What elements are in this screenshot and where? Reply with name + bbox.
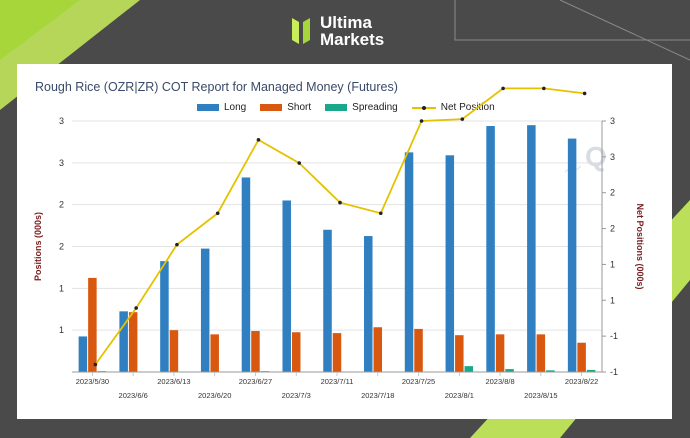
- y2-tick-label: 3: [610, 116, 615, 126]
- net-position-point: [460, 117, 465, 121]
- bar-short: [332, 333, 342, 372]
- legend-item-spreading: Spreading: [325, 102, 398, 113]
- bar-spreading: [546, 370, 555, 372]
- bar-short: [495, 334, 505, 372]
- net-position-point: [542, 86, 546, 91]
- x-tick-label: 2023/7/11: [321, 377, 354, 386]
- brand-logo: Ultima Markets: [290, 14, 384, 48]
- bar-short: [414, 328, 423, 372]
- bar-long: [527, 125, 536, 372]
- bar-short: [577, 342, 586, 372]
- net-position-line-layer: [93, 86, 587, 367]
- y2-tick-label: 3: [610, 152, 615, 162]
- y-tick-label: 2: [59, 200, 64, 210]
- net-position-point: [297, 161, 302, 165]
- bar-short: [455, 335, 464, 372]
- chart-plot: Q 1 1 2 2 3 3 -1 -1 1 1 2 2 3 3 2023/5/30 2023/6/6 2023/…: [33, 86, 645, 400]
- bar-long: [323, 229, 332, 372]
- bar-spreading: [586, 369, 596, 372]
- net-position-point: [256, 138, 261, 142]
- x-tick-label: 2023/6/13: [157, 377, 190, 386]
- y-tick-label: 2: [59, 242, 64, 252]
- net-position-point: [215, 211, 220, 216]
- bar-spreading: [464, 366, 474, 372]
- x-tick-label: 2023/8/8: [485, 377, 514, 386]
- net-position-point: [378, 211, 383, 216]
- y2-tick-label: 1: [610, 259, 615, 269]
- x-tick-label: 2023/8/15: [524, 391, 557, 400]
- net-position-point: [582, 91, 587, 96]
- y2-tick-label: -1: [610, 331, 618, 341]
- net-position-line: [94, 87, 585, 365]
- svg-text:Q: Q: [585, 141, 607, 172]
- axis-layer: [72, 120, 606, 376]
- x-tick-label: 2023/5/30: [76, 377, 109, 386]
- net-position-point: [175, 242, 179, 247]
- y-tick-label: 3: [59, 116, 64, 126]
- bar-long: [241, 177, 251, 372]
- bar-short: [536, 334, 546, 372]
- bar-spreading: [505, 369, 514, 372]
- legend-label-short: Short: [287, 102, 312, 113]
- x-tick-label: 2023/6/20: [198, 391, 231, 400]
- bar-long: [445, 155, 455, 372]
- legend-item-net-position: Net Position: [411, 102, 495, 113]
- y2-tick-label: 1: [610, 295, 615, 305]
- axis-labels-layer: 1 1 2 2 3 3 -1 -1 1 1 2 2 3 3 2023/5/30 2023/6/6 2023/6/…: [33, 116, 645, 400]
- x-tick-label: 2023/8/22: [565, 377, 598, 386]
- chart-card: Rough Rice (OZR|ZR) COT Report for Manag…: [17, 64, 672, 419]
- bar-short: [251, 331, 260, 372]
- chart-legend: Long Short Spreading Net Position: [197, 102, 509, 113]
- net-position-point: [134, 306, 138, 310]
- bar-long: [119, 311, 128, 372]
- bar-short: [169, 330, 179, 372]
- y-axis-title: Positions (000s): [33, 212, 43, 281]
- bar-long: [78, 336, 88, 372]
- legend-label-spreading: Spreading: [352, 102, 398, 113]
- net-position-point: [338, 200, 342, 205]
- bar-long: [200, 248, 210, 372]
- legend-item-short: Short: [260, 102, 311, 113]
- legend-swatch-net-position: [411, 104, 436, 112]
- bar-long: [282, 200, 291, 372]
- net-position-point: [419, 119, 424, 123]
- chart-title: Rough Rice (OZR|ZR) COT Report for Manag…: [35, 80, 398, 94]
- x-tick-label: 2023/7/18: [361, 391, 394, 400]
- net-position-point: [93, 362, 98, 367]
- legend-swatch-long: [197, 104, 219, 111]
- bar-long: [364, 236, 373, 372]
- bar-long: [486, 126, 495, 372]
- y2-tick-label: -1: [610, 367, 618, 377]
- brand-name: Ultima Markets: [320, 14, 384, 48]
- legend-swatch-short: [260, 104, 283, 111]
- y2-axis-title: Net Positions (000s): [635, 203, 645, 289]
- bars-layer: [78, 125, 596, 373]
- x-tick-label: 2023/8/1: [445, 391, 474, 400]
- bar-long: [404, 152, 414, 372]
- brand-line-1: Ultima: [320, 13, 372, 32]
- brand-line-2: Markets: [320, 30, 385, 49]
- bar-short: [291, 332, 301, 372]
- bar-short: [128, 312, 138, 372]
- legend-label-net-position: Net Position: [440, 102, 495, 113]
- x-tick-label: 2023/7/3: [282, 391, 311, 400]
- legend-label-long: Long: [224, 102, 247, 113]
- y-tick-label: 1: [59, 325, 64, 335]
- y2-tick-label: 2: [610, 224, 615, 234]
- brand-mark-icon: [292, 18, 310, 44]
- bar-long: [567, 138, 577, 372]
- y-tick-label: 3: [59, 158, 64, 168]
- y2-tick-label: 2: [610, 188, 615, 198]
- legend-swatch-spreading: [325, 104, 348, 111]
- y-tick-label: 1: [59, 283, 64, 293]
- legend-item-long: Long: [197, 102, 246, 113]
- bar-short: [373, 327, 383, 372]
- bar-short: [210, 334, 219, 372]
- bar-short: [88, 277, 97, 372]
- x-tick-label: 2023/6/27: [239, 377, 272, 386]
- bar-long: [160, 261, 169, 372]
- net-position-point: [501, 86, 505, 91]
- x-tick-label: 2023/6/6: [119, 391, 148, 400]
- x-tick-label: 2023/7/25: [402, 377, 435, 386]
